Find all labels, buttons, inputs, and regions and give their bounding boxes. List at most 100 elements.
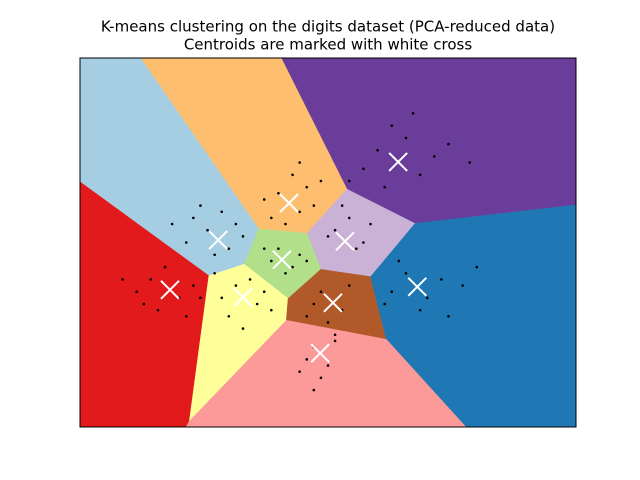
centroid-cross	[272, 250, 292, 270]
data-point	[404, 271, 408, 275]
data-point	[326, 235, 330, 238]
data-point	[347, 284, 351, 287]
data-point	[404, 136, 408, 140]
data-point	[298, 253, 301, 257]
data-point	[199, 296, 202, 300]
centroid-cross	[335, 231, 355, 251]
centroid-cross	[407, 277, 427, 297]
data-point	[149, 278, 153, 281]
data-point	[220, 210, 224, 214]
centroid-cross	[160, 280, 180, 300]
data-point	[192, 216, 195, 220]
data-point	[390, 124, 394, 127]
data-point	[440, 278, 443, 281]
data-point	[270, 259, 273, 263]
data-point	[355, 247, 358, 250]
data-point	[121, 278, 124, 281]
data-point	[170, 222, 174, 226]
data-point	[248, 278, 252, 281]
data-point	[262, 290, 266, 294]
data-point	[227, 247, 231, 250]
data-point	[390, 290, 394, 294]
plot-frame	[79, 57, 577, 428]
data-point	[447, 142, 450, 146]
data-point	[475, 265, 479, 269]
chart-title: K-means clustering on the digits dataset…	[101, 18, 555, 36]
data-point	[220, 296, 224, 300]
data-point	[362, 167, 365, 170]
data-point	[298, 210, 301, 214]
data-point	[312, 302, 316, 306]
data-point	[277, 192, 280, 195]
data-point	[277, 247, 280, 250]
centroid-cross	[279, 193, 299, 213]
centroid-cross	[310, 343, 330, 363]
data-point	[291, 265, 294, 269]
data-point	[468, 161, 472, 164]
data-point	[305, 358, 309, 361]
data-point	[227, 315, 231, 318]
data-point	[347, 216, 351, 220]
data-point	[284, 222, 287, 226]
data-point	[270, 216, 273, 220]
data-point	[333, 333, 337, 337]
data-point	[333, 339, 337, 343]
data-point	[418, 173, 422, 177]
centroid-cross	[233, 287, 253, 307]
data-point	[461, 284, 464, 287]
data-point	[213, 271, 216, 275]
data-point	[312, 204, 316, 207]
data-point	[262, 198, 266, 201]
data-point	[184, 241, 188, 244]
data-point	[418, 308, 422, 312]
data-point	[184, 315, 188, 318]
data-point	[270, 308, 273, 312]
data-point	[298, 370, 301, 373]
data-point	[411, 112, 415, 115]
data-point	[326, 364, 330, 367]
data-point	[432, 155, 436, 158]
data-point	[305, 185, 309, 189]
data-point	[383, 185, 386, 189]
data-point	[397, 259, 401, 263]
data-point	[255, 302, 259, 306]
data-point	[241, 235, 245, 238]
data-point	[213, 253, 216, 257]
centroid-cross	[323, 293, 343, 313]
chart-subtitle: Centroids are marked with white cross	[184, 36, 473, 54]
data-point	[333, 228, 337, 232]
data-point	[319, 179, 323, 183]
data-point	[376, 148, 379, 152]
data-point	[425, 296, 429, 300]
data-point	[234, 284, 238, 287]
data-point	[326, 321, 330, 324]
data-point	[369, 222, 372, 226]
data-point	[192, 284, 195, 287]
centroid-cross	[388, 152, 408, 172]
data-point	[284, 271, 287, 275]
data-point	[347, 179, 351, 183]
data-point	[241, 327, 245, 330]
data-point	[262, 247, 266, 250]
data-point	[298, 161, 301, 164]
data-point	[383, 302, 386, 306]
data-point	[305, 315, 309, 318]
centroid-cross	[208, 230, 228, 250]
data-point	[362, 241, 365, 244]
data-point	[291, 173, 294, 177]
data-point	[156, 308, 160, 312]
data-point	[206, 228, 209, 232]
data-point	[163, 265, 167, 269]
data-point	[135, 290, 138, 294]
data-point	[199, 204, 202, 207]
data-point	[447, 315, 450, 318]
data-point	[319, 290, 323, 294]
data-point	[319, 376, 323, 380]
data-point	[305, 259, 309, 263]
data-point	[234, 222, 238, 226]
data-point	[312, 388, 316, 392]
data-point	[340, 204, 344, 207]
data-point	[142, 302, 146, 306]
